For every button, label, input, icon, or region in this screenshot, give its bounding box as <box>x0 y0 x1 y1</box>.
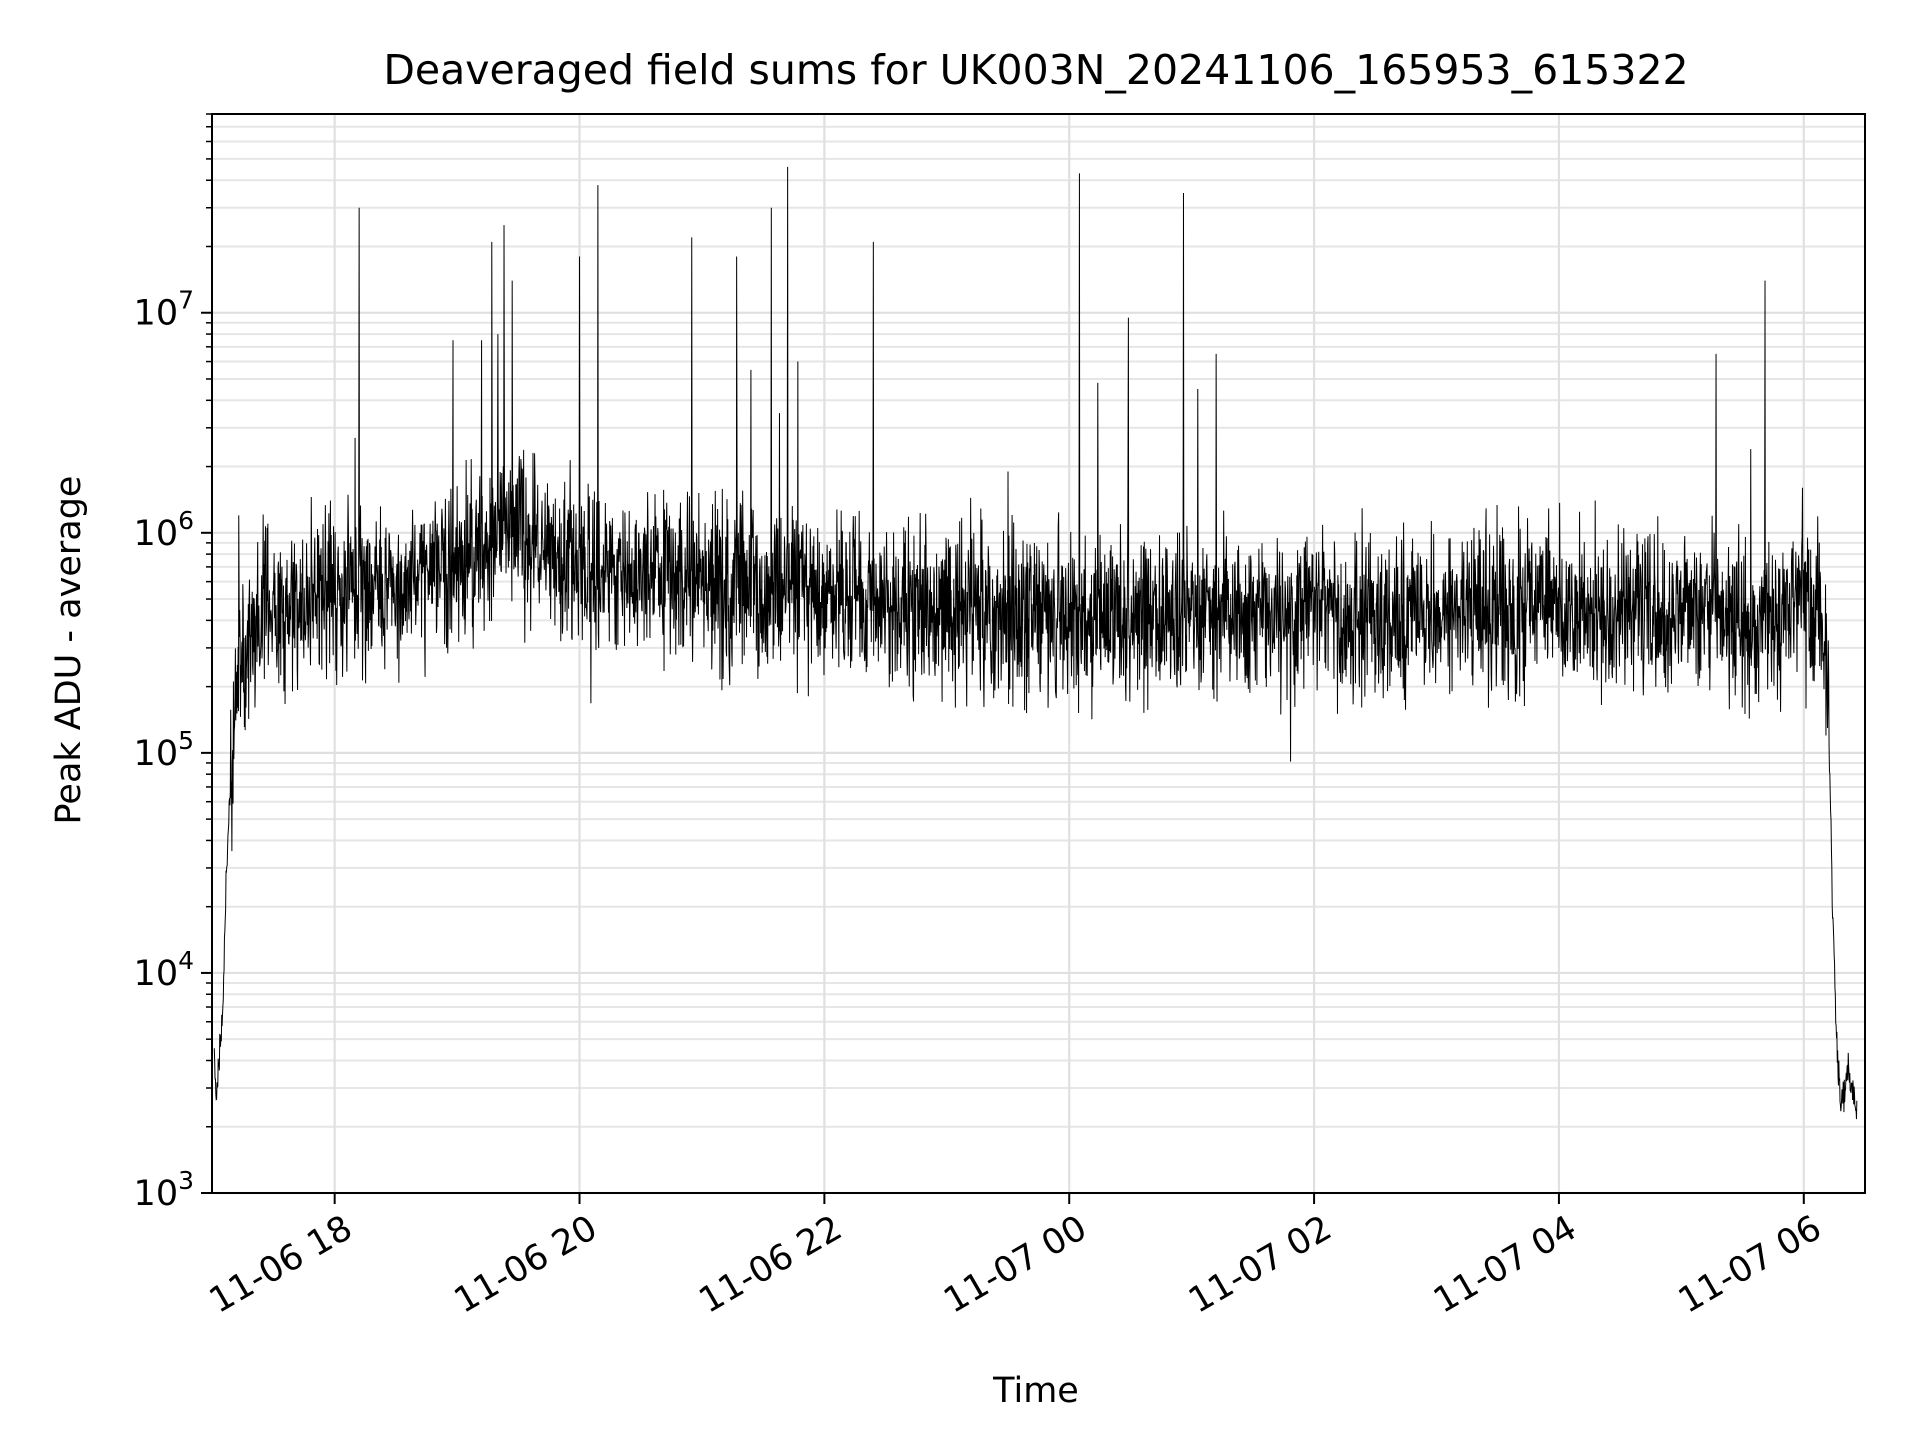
x-axis-label: Time <box>992 1371 1079 1411</box>
axes-frame <box>211 113 1866 1194</box>
y-tick-label: 106 <box>134 506 194 554</box>
y-tick-label: 103 <box>134 1166 194 1214</box>
y-tick-label: 107 <box>134 286 194 334</box>
y-tick-label: 104 <box>134 946 194 994</box>
y-axis: 103 104 105 106 107 <box>134 113 212 1214</box>
chart-title: Deaveraged field sums for UK003N_2024110… <box>383 46 1688 94</box>
series-layer <box>213 166 1858 1120</box>
y-tick-label: 105 <box>134 726 194 774</box>
y-axis-label: Peak ADU - average <box>49 476 89 825</box>
series-line <box>213 166 1858 1120</box>
plot-area <box>211 113 1866 1195</box>
